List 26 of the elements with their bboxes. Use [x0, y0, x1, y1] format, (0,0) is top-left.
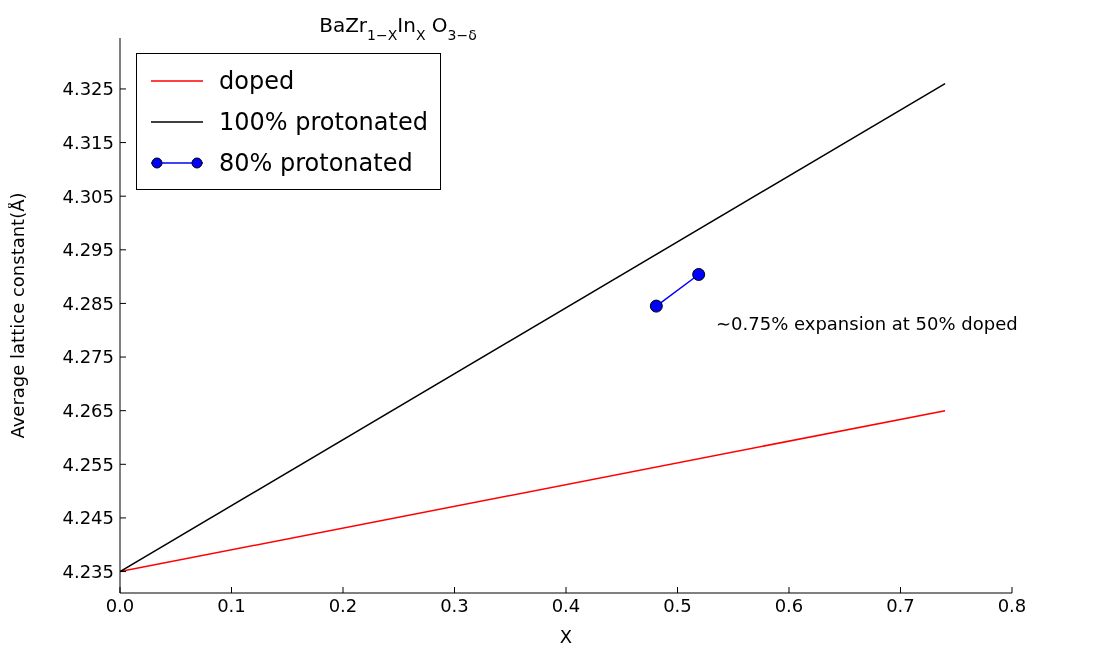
- x-axis-title: X: [559, 626, 573, 647]
- x-tick-label: 0.7: [886, 594, 915, 616]
- y-tick-label: 4.305: [62, 185, 114, 207]
- y-tick-label: 4.265: [62, 400, 114, 422]
- y-tick-label: 4.295: [62, 239, 114, 261]
- x-tick-label: 0.3: [440, 594, 469, 616]
- x-tick-label: 0.8: [997, 594, 1027, 616]
- y-tick-label: 4.245: [62, 507, 114, 529]
- y-axis-title: Average lattice constant(Å): [7, 192, 29, 439]
- y-tick-label: 4.285: [62, 292, 114, 314]
- x-tick-label: 0.6: [774, 594, 804, 616]
- y-tick-label: 4.235: [62, 560, 114, 582]
- annotation: ∼0.75% expansion at 50% doped: [716, 313, 1018, 334]
- x-tick-label: 0.2: [328, 594, 358, 616]
- x-tick-label: 0.5: [663, 594, 692, 616]
- legend-label: 80% protonated: [219, 148, 413, 177]
- y-tick-label: 4.275: [62, 346, 114, 368]
- x-tick-label: 0.4: [551, 594, 581, 616]
- y-tick-label: 4.255: [62, 453, 114, 475]
- x-tick-label: 0.0: [105, 594, 135, 616]
- chart-title: BaZr$_{1−X}$In$_{X}$ O$_{3−δ}$: [319, 13, 477, 43]
- legend-label: 100% protonated: [219, 107, 428, 136]
- legend-label: doped: [219, 66, 295, 95]
- y-tick-label: 4.315: [62, 131, 114, 153]
- y-tick-label: 4.325: [62, 78, 114, 100]
- x-tick-label: 0.1: [217, 594, 246, 616]
